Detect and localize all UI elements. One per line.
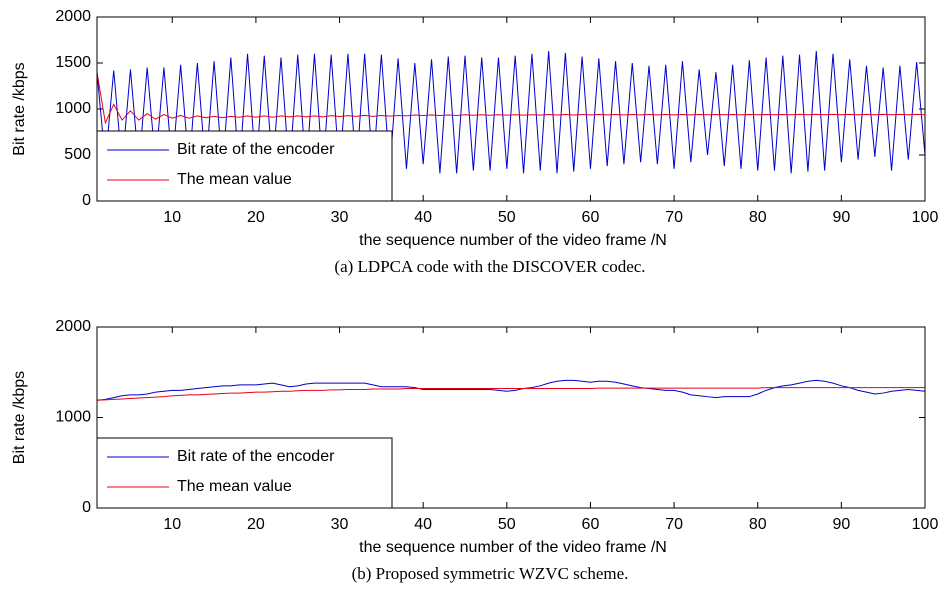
y-tick-label: 1500 xyxy=(55,54,91,71)
caption: (a) LDPCA code with the DISCOVER codec. xyxy=(334,257,645,276)
x-tick-label: 60 xyxy=(582,516,600,533)
plot-area: 0 500 1000 1500 2000 10 20 30 40 50 60 70 80 90 100 the… xyxy=(11,8,938,276)
x-axis-label: the sequence number of the video frame /… xyxy=(359,539,667,556)
y-tick-label: 2000 xyxy=(55,8,91,25)
y-tick-label: 1000 xyxy=(55,409,91,426)
x-tick-label: 60 xyxy=(582,209,600,226)
x-tick-label: 20 xyxy=(247,516,265,533)
legend-label: Bit rate of the encoder xyxy=(177,141,335,158)
y-axis-label: Bit rate /kbps xyxy=(11,62,28,155)
x-tick-label: 70 xyxy=(665,516,683,533)
series-line xyxy=(97,72,925,125)
x-tick-label: 70 xyxy=(665,209,683,226)
y-tick-label: 2000 xyxy=(55,318,91,335)
y-tick-label: 1000 xyxy=(55,100,91,117)
legend-label: Bit rate of the encoder xyxy=(177,448,335,465)
x-tick-label: 50 xyxy=(498,516,516,533)
legend-label: The mean value xyxy=(177,171,292,188)
legend-label: The mean value xyxy=(177,478,292,495)
legend-box xyxy=(96,437,393,509)
x-axis-label: the sequence number of the video frame /… xyxy=(359,232,667,249)
legend: Bit rate of the encoder The mean value xyxy=(96,437,393,509)
series-line xyxy=(97,387,925,401)
x-tick-label: 10 xyxy=(163,209,181,226)
lines xyxy=(97,379,925,401)
x-tick-label: 100 xyxy=(912,209,939,226)
caption: (b) Proposed symmetric WZVC scheme. xyxy=(352,564,629,583)
x-tick-label: 80 xyxy=(749,209,767,226)
x-tick-label: 80 xyxy=(749,516,767,533)
x-tick-label: 90 xyxy=(832,516,850,533)
x-tick-label: 40 xyxy=(414,209,432,226)
legend: Bit rate of the encoder The mean value xyxy=(96,130,393,202)
x-tick-label: 30 xyxy=(331,516,349,533)
lines xyxy=(97,51,925,174)
plot-area: 0 1000 2000 10 20 30 40 50 60 70 80 90 100 the sequen… xyxy=(11,318,938,583)
y-axis-label: Bit rate /kbps xyxy=(11,371,28,464)
legend-box xyxy=(96,130,393,202)
y-tick-label: 0 xyxy=(82,192,91,209)
y-tick-label: 500 xyxy=(64,146,91,163)
y-tick-label: 0 xyxy=(82,499,91,516)
x-tick-label: 100 xyxy=(912,516,939,533)
series-line xyxy=(97,379,925,401)
x-tick-label: 50 xyxy=(498,209,516,226)
x-tick-label: 10 xyxy=(163,516,181,533)
x-tick-label: 40 xyxy=(414,516,432,533)
x-tick-label: 30 xyxy=(331,209,349,226)
x-tick-label: 90 xyxy=(832,209,850,226)
x-tick-label: 20 xyxy=(247,209,265,226)
